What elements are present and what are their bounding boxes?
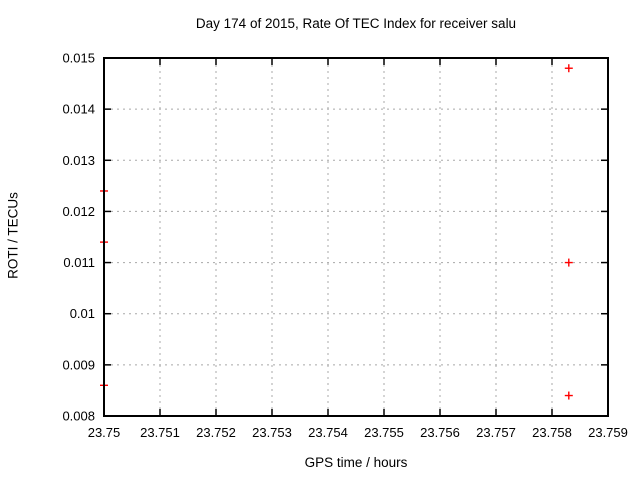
plot-border [103,57,609,417]
y-tick-label: 0.009 [62,357,95,372]
y-tick-label: 0.012 [62,204,95,219]
x-tick-label: 23.756 [420,425,460,440]
chart-title: Day 174 of 2015, Rate Of TEC Index for r… [195,16,517,31]
y-tick-label: 0.011 [63,255,95,270]
x-axis-title: GPS time / hours [304,455,408,470]
y-tick-label: 0.014 [62,102,95,117]
x-tick-label: 23.755 [364,425,404,440]
y-tick-label: 0.015 [62,51,95,66]
y-axis-title: ROTI / TECUs [5,192,21,279]
x-tick-label: 23.757 [476,425,516,440]
x-tick-label: 23.754 [308,425,348,440]
x-tick-label: 23.759 [588,425,628,440]
x-tick-label: 23.75 [88,425,121,440]
x-tick-label: 23.752 [196,425,236,440]
x-tick-label: 23.758 [532,425,572,440]
x-tick-label: 23.753 [252,425,292,440]
x-tick-label: 23.751 [140,425,180,440]
y-tick-label: 0.01 [70,306,95,321]
y-tick-label: 0.013 [62,153,95,168]
y-tick-label: 0.008 [62,409,95,424]
